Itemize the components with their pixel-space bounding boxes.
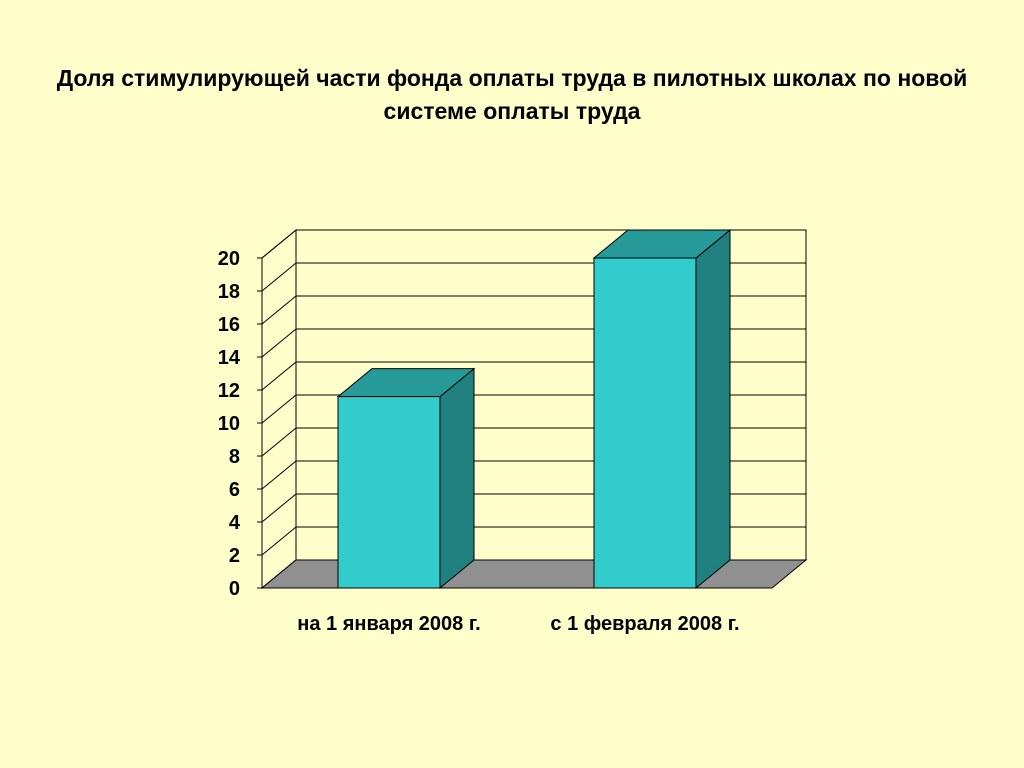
bar <box>592 228 732 590</box>
y-tick-label: 4 <box>229 512 241 534</box>
y-tick-label: 18 <box>218 281 240 303</box>
y-tick-label: 12 <box>218 380 240 402</box>
chart-bars <box>336 228 732 590</box>
y-tick-label: 0 <box>229 578 240 600</box>
bar-side <box>439 367 475 590</box>
x-category-label: на 1 января 2008 г. <box>297 613 480 635</box>
x-category-label: с 1 февраля 2008 г. <box>550 613 739 635</box>
x-axis: на 1 января 2008 г. с 1 февраля 2008 г. <box>262 587 772 635</box>
bar <box>336 367 476 590</box>
y-tick-label: 6 <box>229 479 240 501</box>
bar-front <box>337 396 441 589</box>
y-tick-label: 14 <box>218 347 241 369</box>
y-tick-label: 2 <box>229 545 240 567</box>
y-tick-label: 20 <box>218 248 240 270</box>
y-tick-label: 16 <box>218 314 240 336</box>
bar-side <box>695 228 731 590</box>
y-axis: 0 2 4 6 8 10 12 14 16 18 20 <box>218 248 263 600</box>
y-tick-label: 8 <box>229 446 240 468</box>
chart-title: Доля стимулирующей части фонда оплаты тр… <box>56 65 968 124</box>
y-tick-label: 10 <box>218 413 240 435</box>
bar-front <box>593 257 697 589</box>
